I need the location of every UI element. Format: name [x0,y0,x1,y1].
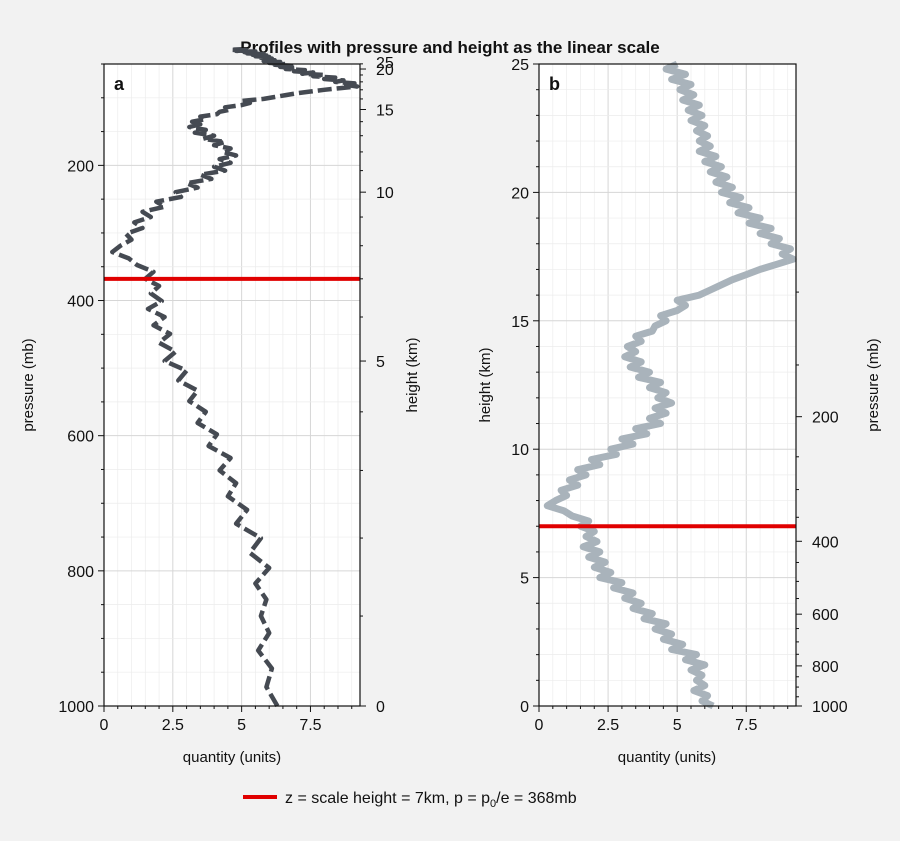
right-tick-label: 400 [812,534,839,551]
x-tick-label: 0 [535,717,544,734]
panel-a-right-ylabel: height (km) [404,337,421,412]
y-tick-label: 15 [511,314,529,331]
y-tick-label: 400 [67,294,94,311]
x-tick-label: 2.5 [162,717,184,734]
y-tick-label: 200 [67,158,94,175]
x-tick-label: 0 [100,717,109,734]
panel-a-frame [103,63,361,707]
panel-b-ylabel: height (km) [477,347,494,422]
panel-b-right-ylabel: pressure (mb) [865,338,882,431]
panel-a-label: a [114,74,125,94]
y-tick-label: 20 [511,185,529,202]
legend-label: z = scale height = 7km, p = p0/e = 368mb [285,790,577,810]
right-tick-label: 600 [812,607,839,624]
panel-a-background [104,64,360,706]
right-tick-label: 1000 [812,699,848,716]
right-tick-label: 25 [376,55,394,72]
right-tick-label: 200 [812,410,839,427]
y-tick-label: 0 [520,699,529,716]
y-tick-label: 600 [67,429,94,446]
x-tick-label: 5 [237,717,246,734]
right-tick-label: 0 [376,699,385,716]
panel-a-ylabel: pressure (mb) [20,338,37,431]
panel-b-profile-line [543,60,797,710]
legend: z = scale height = 7km, p = p0/e = 368mb [243,790,577,810]
y-tick-label: 10 [511,442,529,459]
right-tick-label: 15 [376,102,394,119]
panel-b-ticks: 0 2.5 5 7.5 0 5 10 15 20 25 200 400 600 800 1000 [511,57,847,734]
x-tick-label: 5 [673,717,682,734]
figure-title: Profiles with pressure and height as the… [240,38,659,57]
y-tick-label: 1000 [58,699,94,716]
panel-b-label: b [549,74,560,94]
panel-a-xlabel: quantity (units) [183,749,281,766]
right-tick-label: 5 [376,354,385,371]
y-tick-label: 800 [67,564,94,581]
panel-b-background [539,64,796,706]
x-tick-label: 7.5 [735,717,757,734]
y-tick-label: 25 [511,57,529,74]
profile-series-b [543,60,797,710]
profile-series-a [110,46,360,708]
y-tick-label: 5 [520,571,529,588]
panel-b-frame [538,63,797,707]
right-tick-label: 20 [376,62,394,79]
panel-b-xlabel: quantity (units) [618,749,716,766]
panel-b: 0 2.5 5 7.5 0 5 10 15 20 25 200 400 600 800 1000 b qua… [477,57,882,766]
x-tick-label: 2.5 [597,717,619,734]
right-tick-label: 10 [376,185,394,202]
panel-a-profile-line [110,46,360,708]
x-tick-label: 7.5 [299,717,321,734]
right-tick-label: 800 [812,659,839,676]
